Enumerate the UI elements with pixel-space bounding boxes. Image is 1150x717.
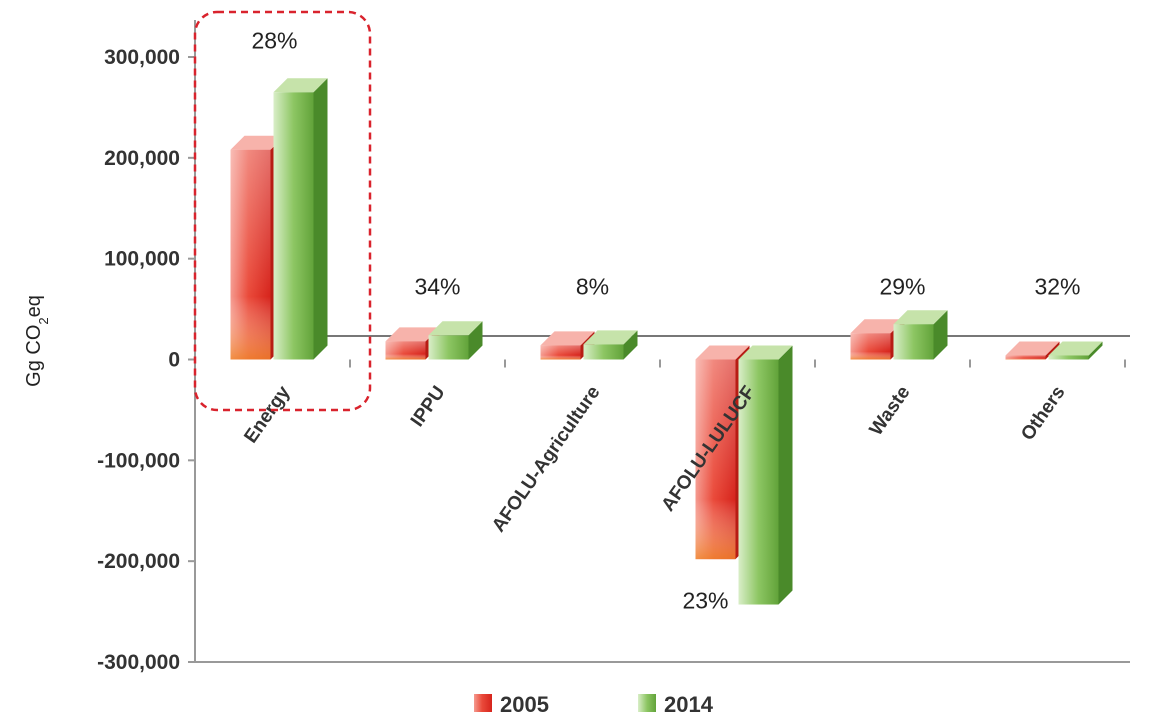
bar-front-face — [1048, 355, 1089, 360]
bar-side-face — [623, 330, 638, 360]
bar-shading — [695, 359, 736, 560]
category-labels: Energy IPPU AFOLU-Agriculture AFOLU-LULUCF W… — [240, 382, 1069, 536]
y-axis-title: Gg CO2eq — [23, 295, 51, 387]
bar-afolu-lulucf-2014 — [738, 345, 793, 605]
category-label-waste: Waste — [866, 382, 915, 439]
bar-shading — [540, 345, 581, 360]
bar-top-face — [273, 78, 328, 93]
y-axis: 300,000 200,000 100,000 0 -100,000 -200,000 -3… — [97, 20, 196, 674]
bar-others-2014 — [1048, 341, 1103, 360]
y-tick-label: 200,000 — [104, 147, 180, 170]
legend-item-2005: 2005 — [474, 692, 549, 717]
bar-side-face — [468, 321, 483, 360]
percent-label-others: 32% — [1034, 274, 1080, 300]
bar-top-face — [540, 331, 595, 346]
bars — [230, 78, 1103, 605]
category-label-ippu: IPPU — [407, 382, 450, 430]
bar-top-face — [230, 135, 285, 150]
bar-shading — [1005, 355, 1046, 360]
bar-top-face — [695, 345, 750, 360]
y-ticks: 300,000 200,000 100,000 0 -100,000 -200,000 -3… — [97, 46, 195, 674]
y-tick-label: 300,000 — [104, 46, 180, 69]
bar-shading — [385, 341, 426, 360]
legend-label-2005: 2005 — [500, 692, 549, 717]
legend-item-2014: 2014 — [638, 692, 714, 717]
bar-top-face — [385, 327, 440, 342]
category-ticks — [349, 359, 1126, 368]
bar-front-face — [738, 359, 779, 605]
bar-waste-2014 — [893, 310, 948, 360]
legend-swatch-2014 — [638, 694, 656, 712]
bar-others-2005 — [1005, 341, 1060, 360]
bar-energy-2014 — [273, 78, 328, 360]
bar-side-face — [1088, 341, 1103, 360]
energy-highlight-box — [193, 10, 372, 412]
bar-front-face — [428, 335, 469, 360]
percent-label-energy: 28% — [251, 27, 297, 53]
bar-front-face — [583, 344, 624, 360]
category-label-energy: Energy — [240, 382, 294, 447]
bar-shading — [230, 149, 271, 360]
bar-top-face — [850, 319, 905, 334]
bar-shading — [850, 333, 891, 360]
bar-ippu-2014 — [428, 321, 483, 360]
category-label-afolu-agriculture: AFOLU-Agriculture — [488, 382, 604, 536]
y-tick-label: 0 — [168, 349, 180, 372]
percent-label-ippu: 34% — [414, 274, 460, 300]
legend: 2005 2014 — [474, 692, 714, 717]
bar-side-face — [933, 310, 948, 360]
percent-label-waste: 29% — [879, 274, 925, 300]
bar-top-face — [1048, 341, 1103, 356]
y-tick-label: -200,000 — [97, 550, 180, 573]
y-tick-label: -300,000 — [97, 651, 180, 674]
bar-front-face — [273, 92, 314, 360]
bar-afolu-agriculture-2014 — [583, 330, 638, 360]
bar-top-face — [428, 321, 483, 336]
legend-label-2014: 2014 — [664, 692, 714, 717]
percent-label-afolu-agriculture: 8% — [576, 274, 609, 300]
y-axis-label: Gg CO2eq — [23, 295, 51, 387]
legend-swatch-2005 — [474, 694, 492, 712]
percent-annotations: 28% 34% 8% 23% 29% 32% — [251, 27, 1080, 613]
bar-top-face — [1005, 341, 1060, 356]
bar-top-face — [583, 330, 638, 345]
y-tick-label: 100,000 — [104, 248, 180, 271]
bar-ippu-2005 — [385, 327, 440, 360]
bar-top-face — [893, 310, 948, 325]
bar-front-face — [893, 324, 934, 360]
bar-top-face — [738, 345, 793, 360]
y-tick-label: -100,000 — [97, 449, 180, 472]
bar-side-face — [313, 78, 328, 360]
percent-label-afolu-lulucf: 23% — [682, 588, 728, 614]
bar-side-face — [778, 345, 793, 605]
category-label-others: Others — [1017, 382, 1069, 444]
